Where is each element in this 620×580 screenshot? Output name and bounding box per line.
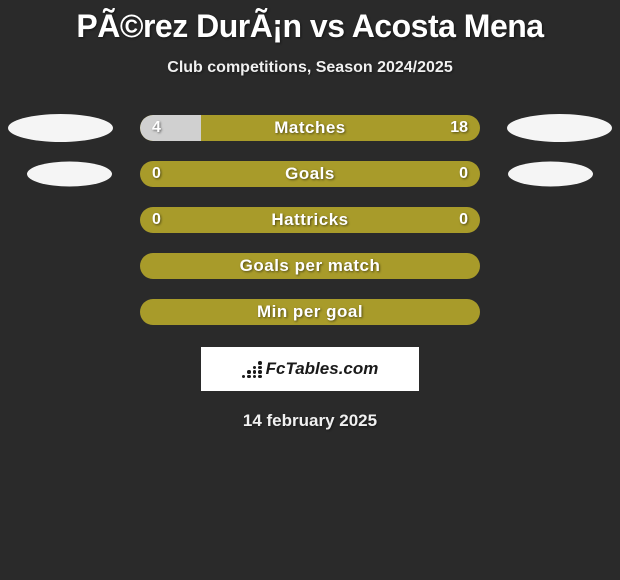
stat-row: 4 Matches 18	[140, 115, 480, 141]
subtitle: Club competitions, Season 2024/2025	[0, 59, 620, 77]
page-title: PÃ©rez DurÃ¡n vs Acosta Mena	[0, 8, 620, 45]
stat-value-right: 0	[459, 165, 468, 183]
player-oval-left	[27, 162, 112, 187]
stat-row: 0 Hattricks 0	[140, 207, 480, 233]
player-oval-right	[508, 162, 593, 187]
player-oval-right	[507, 114, 612, 142]
comparison-widget: PÃ©rez DurÃ¡n vs Acosta Mena Club compet…	[0, 0, 620, 431]
bar-chart-icon	[242, 360, 262, 378]
stat-row: Goals per match	[140, 253, 480, 279]
player-oval-left	[8, 114, 113, 142]
stat-label: Min per goal	[140, 302, 480, 322]
logo-box[interactable]: FcTables.com	[201, 347, 419, 391]
stat-value-right: 0	[459, 211, 468, 229]
stat-label: Matches	[140, 118, 480, 138]
stat-value-right: 18	[450, 119, 468, 137]
date-text: 14 february 2025	[0, 411, 620, 431]
stat-label: Goals per match	[140, 256, 480, 276]
stat-row: 0 Goals 0	[140, 161, 480, 187]
logo-text: FcTables.com	[266, 359, 379, 379]
stat-row: Min per goal	[140, 299, 480, 325]
stat-label: Goals	[140, 164, 480, 184]
stat-label: Hattricks	[140, 210, 480, 230]
stats-container: 4 Matches 18 0 Goals 0 0 Hattricks 0 Goa…	[0, 115, 620, 325]
